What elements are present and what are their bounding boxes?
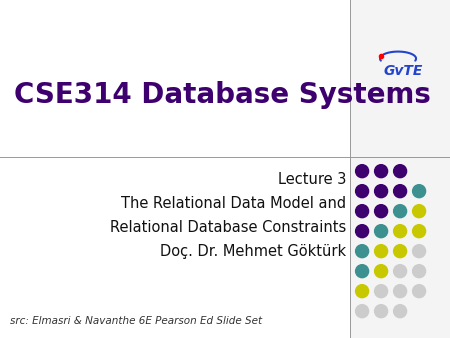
Circle shape — [394, 225, 407, 238]
Circle shape — [413, 205, 426, 218]
Text: Doç. Dr. Mehmet Göktürk: Doç. Dr. Mehmet Göktürk — [160, 244, 346, 259]
Circle shape — [413, 225, 426, 238]
Circle shape — [394, 165, 407, 178]
Circle shape — [356, 265, 369, 278]
Circle shape — [374, 205, 387, 218]
Circle shape — [413, 265, 426, 278]
Circle shape — [374, 185, 387, 198]
Circle shape — [356, 185, 369, 198]
Text: The Relational Data Model and: The Relational Data Model and — [121, 196, 346, 211]
Circle shape — [356, 225, 369, 238]
Circle shape — [356, 305, 369, 318]
Circle shape — [394, 285, 407, 298]
Circle shape — [394, 185, 407, 198]
Circle shape — [413, 185, 426, 198]
Circle shape — [374, 265, 387, 278]
Circle shape — [394, 205, 407, 218]
Circle shape — [374, 245, 387, 258]
Circle shape — [394, 265, 407, 278]
Circle shape — [356, 165, 369, 178]
Bar — [350, 0, 450, 338]
Text: CSE314 Database Systems: CSE314 Database Systems — [14, 81, 431, 108]
Circle shape — [374, 165, 387, 178]
Text: Relational Database Constraints: Relational Database Constraints — [110, 220, 346, 235]
Circle shape — [356, 245, 369, 258]
Circle shape — [374, 285, 387, 298]
Text: Lecture 3: Lecture 3 — [278, 172, 346, 187]
Circle shape — [356, 205, 369, 218]
Circle shape — [374, 225, 387, 238]
Circle shape — [374, 305, 387, 318]
Text: src: Elmasri & Navanthe 6E Pearson Ed Slide Set: src: Elmasri & Navanthe 6E Pearson Ed Sl… — [10, 316, 262, 326]
Circle shape — [413, 245, 426, 258]
Text: GvTE: GvTE — [383, 64, 423, 78]
Circle shape — [413, 285, 426, 298]
Circle shape — [394, 305, 407, 318]
Circle shape — [394, 245, 407, 258]
Circle shape — [356, 285, 369, 298]
